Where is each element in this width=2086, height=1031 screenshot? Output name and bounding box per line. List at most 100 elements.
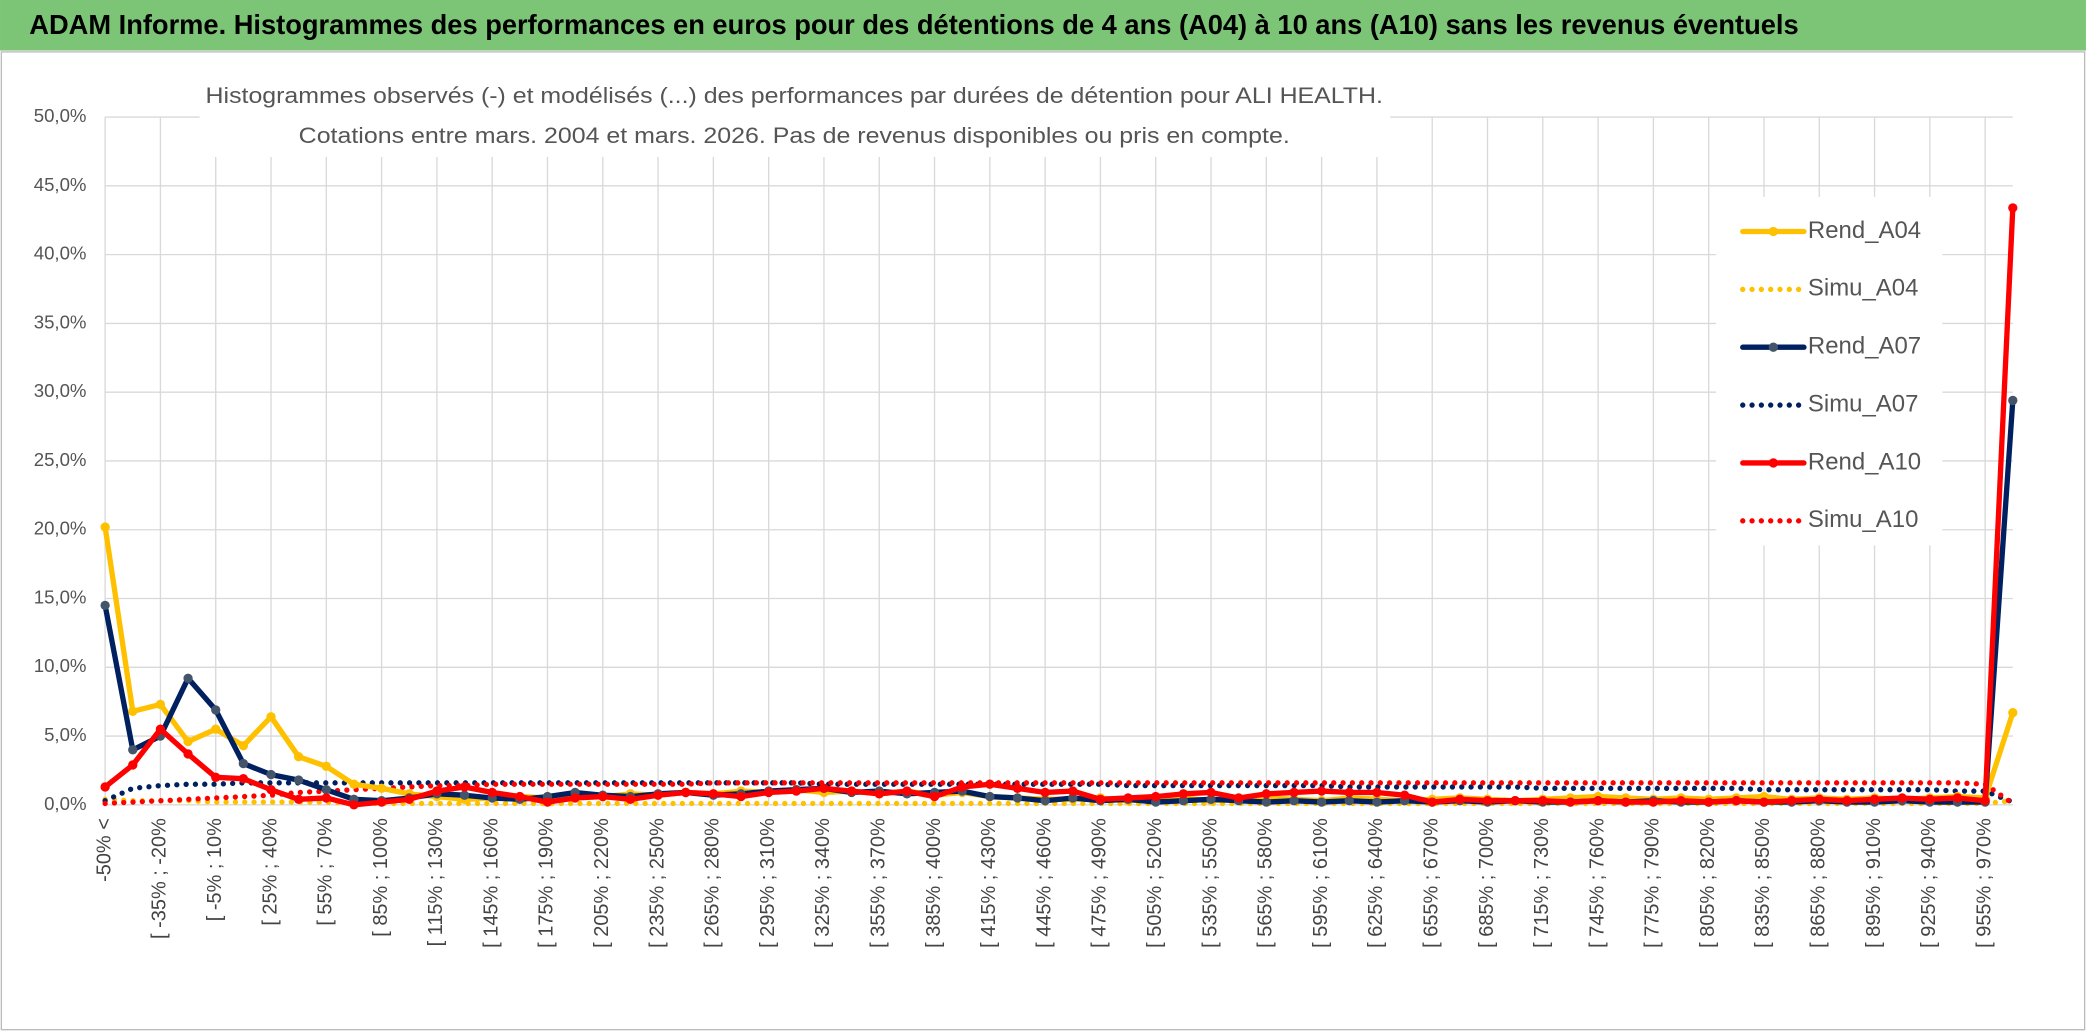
x-tick-label: [ 745% ; 760%: [1586, 818, 1608, 948]
point-marker: [1344, 787, 1354, 798]
point-marker: [1869, 794, 1880, 804]
point-marker: [1455, 794, 1465, 804]
point-marker: [266, 769, 276, 780]
point-marker: [1759, 797, 1769, 807]
x-tick-label: [ 625% ; 640%: [1365, 818, 1387, 948]
point-marker: [1676, 796, 1686, 806]
x-tick-label: [ 55% ; 70%: [315, 818, 337, 926]
x-tick-label: [ 835% ; 850%: [1752, 818, 1774, 948]
y-tick-label: 45,0%: [34, 174, 87, 195]
point-marker: [1538, 796, 1548, 806]
point-marker: [1316, 797, 1327, 807]
legend-marker: [1768, 342, 1779, 352]
point-marker: [238, 741, 249, 751]
x-tick-label: [ 475% ; 490%: [1089, 818, 1111, 948]
series-line: [102, 524, 2016, 804]
series-line: [102, 205, 2016, 808]
point-marker: [1068, 793, 1078, 803]
point-marker: [321, 761, 331, 771]
point-marker: [1621, 797, 1631, 807]
point-marker: [238, 774, 249, 784]
point-marker: [1482, 796, 1493, 806]
point-marker: [432, 786, 442, 796]
point-marker: [1040, 796, 1050, 806]
point-marker: [1399, 790, 1410, 800]
legend-label: Rend_A04: [1808, 217, 1921, 244]
point-marker: [238, 758, 249, 769]
point-marker: [293, 775, 304, 785]
point-marker: [1427, 797, 1437, 807]
point-marker: [1842, 796, 1852, 806]
y-tick-label: 15,0%: [34, 586, 87, 607]
point-marker: [542, 797, 553, 807]
y-tick-label: 35,0%: [34, 311, 87, 332]
point-marker: [100, 782, 110, 792]
point-marker: [1344, 796, 1354, 806]
point-marker: [736, 791, 746, 802]
point-marker: [1206, 787, 1216, 798]
x-tick-label: [ -35% ; -20%: [149, 818, 171, 939]
point-marker: [902, 786, 912, 796]
point-marker: [211, 724, 221, 734]
point-marker: [570, 793, 580, 803]
point-marker: [1289, 787, 1299, 798]
x-tick-label: [ 265% ; 280%: [702, 818, 724, 948]
point-marker: [708, 789, 719, 799]
point-marker: [321, 785, 331, 795]
point-marker: [1593, 796, 1603, 806]
series-line: [102, 780, 2016, 807]
point-marker: [266, 785, 276, 795]
y-tick-label: 5,0%: [44, 724, 86, 745]
x-tick-label: [ 25% ; 40%: [259, 818, 281, 926]
point-marker: [1565, 797, 1576, 807]
point-marker: [1925, 794, 1935, 804]
x-tick-label: [ 805% ; 820%: [1697, 818, 1719, 948]
point-marker: [1316, 786, 1327, 796]
point-marker: [128, 706, 138, 716]
point-marker: [211, 772, 221, 782]
point-marker: [155, 724, 166, 734]
x-tick-label: [ 355% ; 370%: [868, 818, 890, 948]
point-marker: [459, 782, 470, 792]
x-tick-label: [ 955% ; 970%: [1973, 818, 1995, 948]
point-marker: [487, 787, 497, 798]
x-tick-label: [ 115% ; 130%: [425, 818, 447, 946]
x-tick-label: [ 445% ; 460%: [1033, 818, 1055, 948]
point-marker: [1012, 783, 1023, 793]
point-marker: [846, 786, 857, 796]
x-tick-label: [ -5% ; 10%: [204, 818, 226, 921]
point-marker: [128, 745, 138, 755]
point-marker: [819, 783, 829, 793]
point-marker: [2008, 203, 2018, 213]
point-marker: [874, 789, 884, 799]
point-marker: [929, 791, 940, 802]
point-marker: [957, 782, 967, 792]
point-marker: [653, 790, 663, 800]
y-tick-label: 40,0%: [34, 243, 87, 264]
x-tick-label: [ 865% ; 880%: [1808, 818, 1830, 948]
point-marker: [1952, 793, 1963, 803]
point-marker: [1123, 793, 1133, 803]
y-tick-label: 50,0%: [34, 105, 87, 126]
point-marker: [515, 791, 525, 802]
header-bar: [0, 0, 2086, 51]
point-marker: [1980, 796, 1990, 806]
legend-label: Rend_A07: [1808, 333, 1921, 360]
point-marker: [183, 673, 193, 683]
point-marker: [1206, 794, 1216, 804]
point-marker: [1289, 796, 1299, 806]
series-line: [102, 780, 2016, 805]
point-marker: [2008, 708, 2018, 718]
point-marker: [1151, 791, 1161, 802]
x-tick-label: [ 595% ; 610%: [1310, 818, 1332, 948]
x-tick-label: [ 295% ; 310%: [757, 818, 779, 948]
point-marker: [321, 793, 331, 803]
point-marker: [1648, 797, 1659, 807]
x-tick-label: [ 505% ; 520%: [1144, 818, 1166, 948]
point-marker: [1040, 787, 1050, 798]
point-marker: [1704, 797, 1714, 807]
point-marker: [155, 699, 166, 710]
point-marker: [791, 786, 801, 796]
point-marker: [1068, 786, 1078, 796]
point-marker: [376, 783, 387, 793]
